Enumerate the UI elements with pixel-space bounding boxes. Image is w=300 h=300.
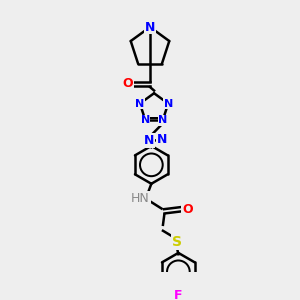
Text: O: O bbox=[122, 77, 133, 90]
Text: N: N bbox=[157, 133, 167, 146]
Text: N: N bbox=[145, 21, 155, 34]
Text: N: N bbox=[164, 98, 173, 109]
Text: HN: HN bbox=[131, 192, 150, 205]
Text: N: N bbox=[135, 98, 145, 109]
Text: F: F bbox=[174, 289, 183, 300]
Text: S: S bbox=[172, 235, 182, 249]
Text: O: O bbox=[182, 202, 193, 216]
Text: N: N bbox=[141, 115, 150, 125]
Text: N: N bbox=[158, 115, 167, 125]
Text: N: N bbox=[144, 134, 154, 147]
